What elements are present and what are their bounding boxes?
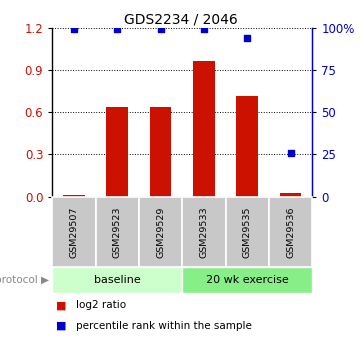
Text: ■: ■ bbox=[56, 300, 66, 310]
Text: GSM29535: GSM29535 bbox=[243, 206, 252, 258]
Text: GSM29533: GSM29533 bbox=[200, 206, 208, 258]
Text: protocol ▶: protocol ▶ bbox=[0, 275, 49, 285]
Point bbox=[158, 27, 164, 32]
Text: baseline: baseline bbox=[94, 275, 141, 285]
Point bbox=[114, 27, 120, 32]
Text: 20 wk exercise: 20 wk exercise bbox=[206, 275, 289, 285]
Point bbox=[71, 27, 77, 32]
Text: GDS2234 / 2046: GDS2234 / 2046 bbox=[123, 12, 238, 26]
Text: GSM29523: GSM29523 bbox=[113, 206, 122, 258]
Text: GSM29529: GSM29529 bbox=[156, 206, 165, 258]
Text: GSM29536: GSM29536 bbox=[286, 206, 295, 258]
Text: GSM29507: GSM29507 bbox=[70, 206, 78, 258]
Point bbox=[201, 27, 207, 32]
Text: ■: ■ bbox=[56, 321, 66, 331]
Text: log2 ratio: log2 ratio bbox=[76, 300, 126, 310]
Bar bbox=[193, 61, 215, 197]
Point bbox=[288, 150, 293, 156]
Text: percentile rank within the sample: percentile rank within the sample bbox=[76, 321, 252, 331]
Bar bbox=[63, 195, 85, 197]
Bar bbox=[150, 107, 171, 197]
Bar bbox=[236, 96, 258, 197]
Point bbox=[244, 35, 250, 40]
Bar bbox=[280, 193, 301, 197]
Bar bbox=[106, 107, 128, 197]
